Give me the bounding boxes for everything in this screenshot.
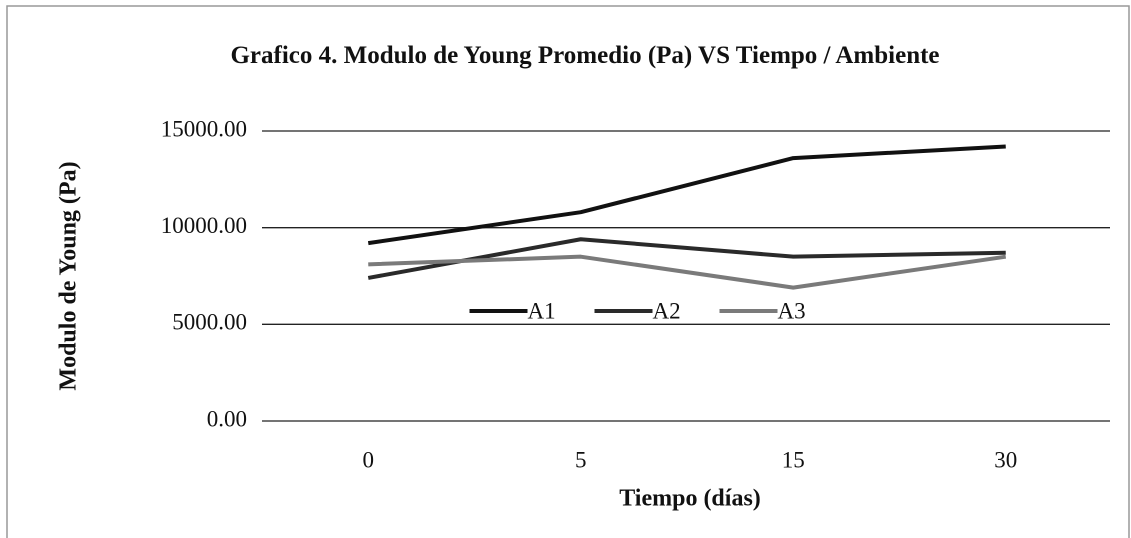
series-line <box>368 254 1007 290</box>
y-tick-label: 5000.00 <box>172 310 247 335</box>
legend-label: A3 <box>778 298 806 323</box>
x-axis-label: Tiempo (días) <box>619 486 761 512</box>
x-tick-label: 0 <box>363 447 375 472</box>
y-tick-label: 10000.00 <box>161 213 247 238</box>
chart-title: Grafico 4. Modulo de Young Promedio (Pa)… <box>230 42 940 69</box>
y-axis-label: Modulo de Young (Pa) <box>56 161 82 390</box>
x-tick-label: 15 <box>782 447 805 472</box>
x-tick-label: 5 <box>575 447 587 472</box>
chart-border <box>6 5 1130 538</box>
y-tick-label: 15000.00 <box>161 116 247 141</box>
legend-label: A2 <box>653 298 681 323</box>
x-tick-label: 30 <box>994 447 1017 472</box>
legend-label: A1 <box>528 298 556 323</box>
series-line <box>367 144 1006 246</box>
y-tick-label: 0.00 <box>207 406 247 431</box>
